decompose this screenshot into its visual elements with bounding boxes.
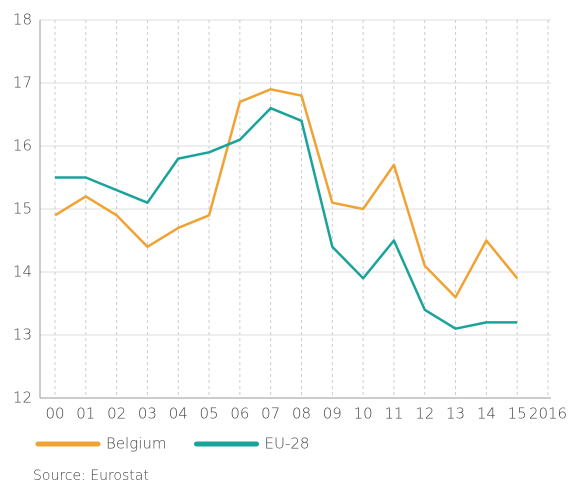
- x-tick-label: 15: [508, 405, 527, 423]
- y-tick-label: 16: [13, 137, 32, 155]
- legend-label: EU-28: [265, 435, 310, 453]
- series-line: [54, 88, 519, 299]
- x-tick-label: 04: [169, 405, 188, 423]
- x-tick-label: 10: [354, 405, 373, 423]
- x-tick-label: 14: [477, 405, 496, 423]
- y-tick-label: 12: [13, 389, 32, 407]
- x-tick-label: 05: [200, 405, 219, 423]
- x-tick-label: 07: [261, 405, 280, 423]
- y-tick-label: 13: [13, 326, 32, 344]
- y-tick-label: 17: [13, 74, 32, 92]
- y-tick-label: 18: [13, 11, 32, 29]
- x-tick-label: 02: [107, 405, 126, 423]
- y-tick-label: 15: [13, 200, 32, 218]
- x-tick-label: 09: [323, 405, 342, 423]
- source: Source: Eurostat: [33, 468, 149, 484]
- x-tick-label: 01: [76, 405, 95, 423]
- x-tick-label: 00: [45, 405, 64, 423]
- series-line: [55, 106, 518, 330]
- y-tick-label: 14: [13, 263, 32, 281]
- x-tick-label: 13: [446, 405, 465, 423]
- x-tick-label: 03: [138, 405, 157, 423]
- x-tick-label: 2016: [529, 405, 567, 423]
- x-tick-label: 11: [384, 405, 403, 423]
- legend-label: Belgium: [106, 435, 167, 453]
- x-tick-label: 08: [292, 405, 311, 423]
- x-tick-label: 06: [230, 405, 249, 423]
- x-tick-label: 12: [415, 405, 434, 423]
